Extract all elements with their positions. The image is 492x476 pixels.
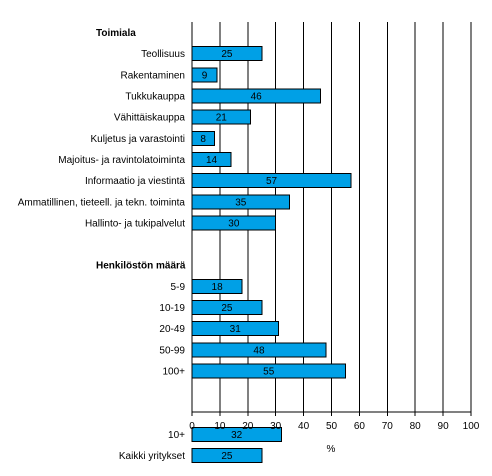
x-axis-title: %: [327, 444, 336, 455]
bar-value-label: 46: [251, 92, 263, 103]
category-label: Kaikki yritykset: [119, 451, 185, 462]
category-label: Hallinto- ja tukipalvelut: [85, 218, 185, 229]
labels: Toimiala 25 Teollisuus 9 Rakentaminen 46 Tukku…: [18, 28, 278, 462]
x-tick-label: 40: [298, 421, 310, 432]
bar-value-label: 25: [221, 303, 233, 314]
bar-value-label: 55: [263, 366, 275, 377]
x-tick-label: 70: [382, 421, 394, 432]
bar-value-label: 57: [266, 176, 278, 187]
x-tick-label: 100: [463, 421, 480, 432]
group-label: Henkilöstön määrä: [96, 261, 186, 272]
x-tick-label: 20: [242, 421, 254, 432]
x-axis: 0 10 20 30 40 50 60 70 80 90 100: [189, 22, 480, 432]
group-label: Toimiala: [96, 28, 136, 39]
category-label: 20-49: [159, 324, 185, 335]
category-label: Vähittäiskauppa: [114, 113, 186, 124]
x-tick-label: 50: [326, 421, 338, 432]
category-label: 5-9: [171, 282, 186, 293]
x-tick-label: 60: [354, 421, 366, 432]
bar-value-label: 18: [212, 282, 224, 293]
x-tick-label: 30: [270, 421, 282, 432]
bar: [191, 448, 263, 464]
bar: [191, 426, 282, 442]
bar-value-label: 35: [235, 197, 247, 208]
bar-value-label: 21: [216, 113, 228, 124]
bar-value-label: 32: [231, 430, 243, 441]
category-label: Majoitus- ja ravintolatoiminta: [58, 155, 185, 166]
bar-value-label: 30: [228, 218, 240, 229]
category-label: Ammatillinen, tieteell. ja tekn. toimint…: [18, 197, 186, 208]
bar-value-label: 8: [200, 134, 206, 145]
bar-value-label: 14: [206, 155, 218, 166]
grid-lines: [219, 22, 472, 412]
bar-value-label: 48: [253, 345, 265, 356]
category-label: Rakentaminen: [121, 70, 185, 81]
category-label: 100+: [162, 366, 185, 377]
x-tick-label: 90: [438, 421, 450, 432]
category-label: Teollisuus: [141, 49, 185, 60]
category-label: Kuljetus ja varastointi: [91, 134, 186, 145]
bar-value-label: 25: [221, 49, 233, 60]
bar-value-label: 25: [221, 451, 233, 462]
bars: [191, 46, 352, 464]
bar-value-label: 9: [202, 70, 208, 81]
category-label: 10+: [168, 430, 185, 441]
category-label: 10-19: [159, 303, 185, 314]
x-tick-label: 0: [189, 421, 195, 432]
bar-value-label: 31: [230, 324, 242, 335]
category-label: Tukkukauppa: [125, 92, 185, 103]
x-tick-label: 10: [214, 421, 226, 432]
x-tick-label: 80: [410, 421, 422, 432]
category-label: 50-99: [159, 345, 185, 356]
category-label: Informaatio ja viestintä: [85, 176, 185, 187]
